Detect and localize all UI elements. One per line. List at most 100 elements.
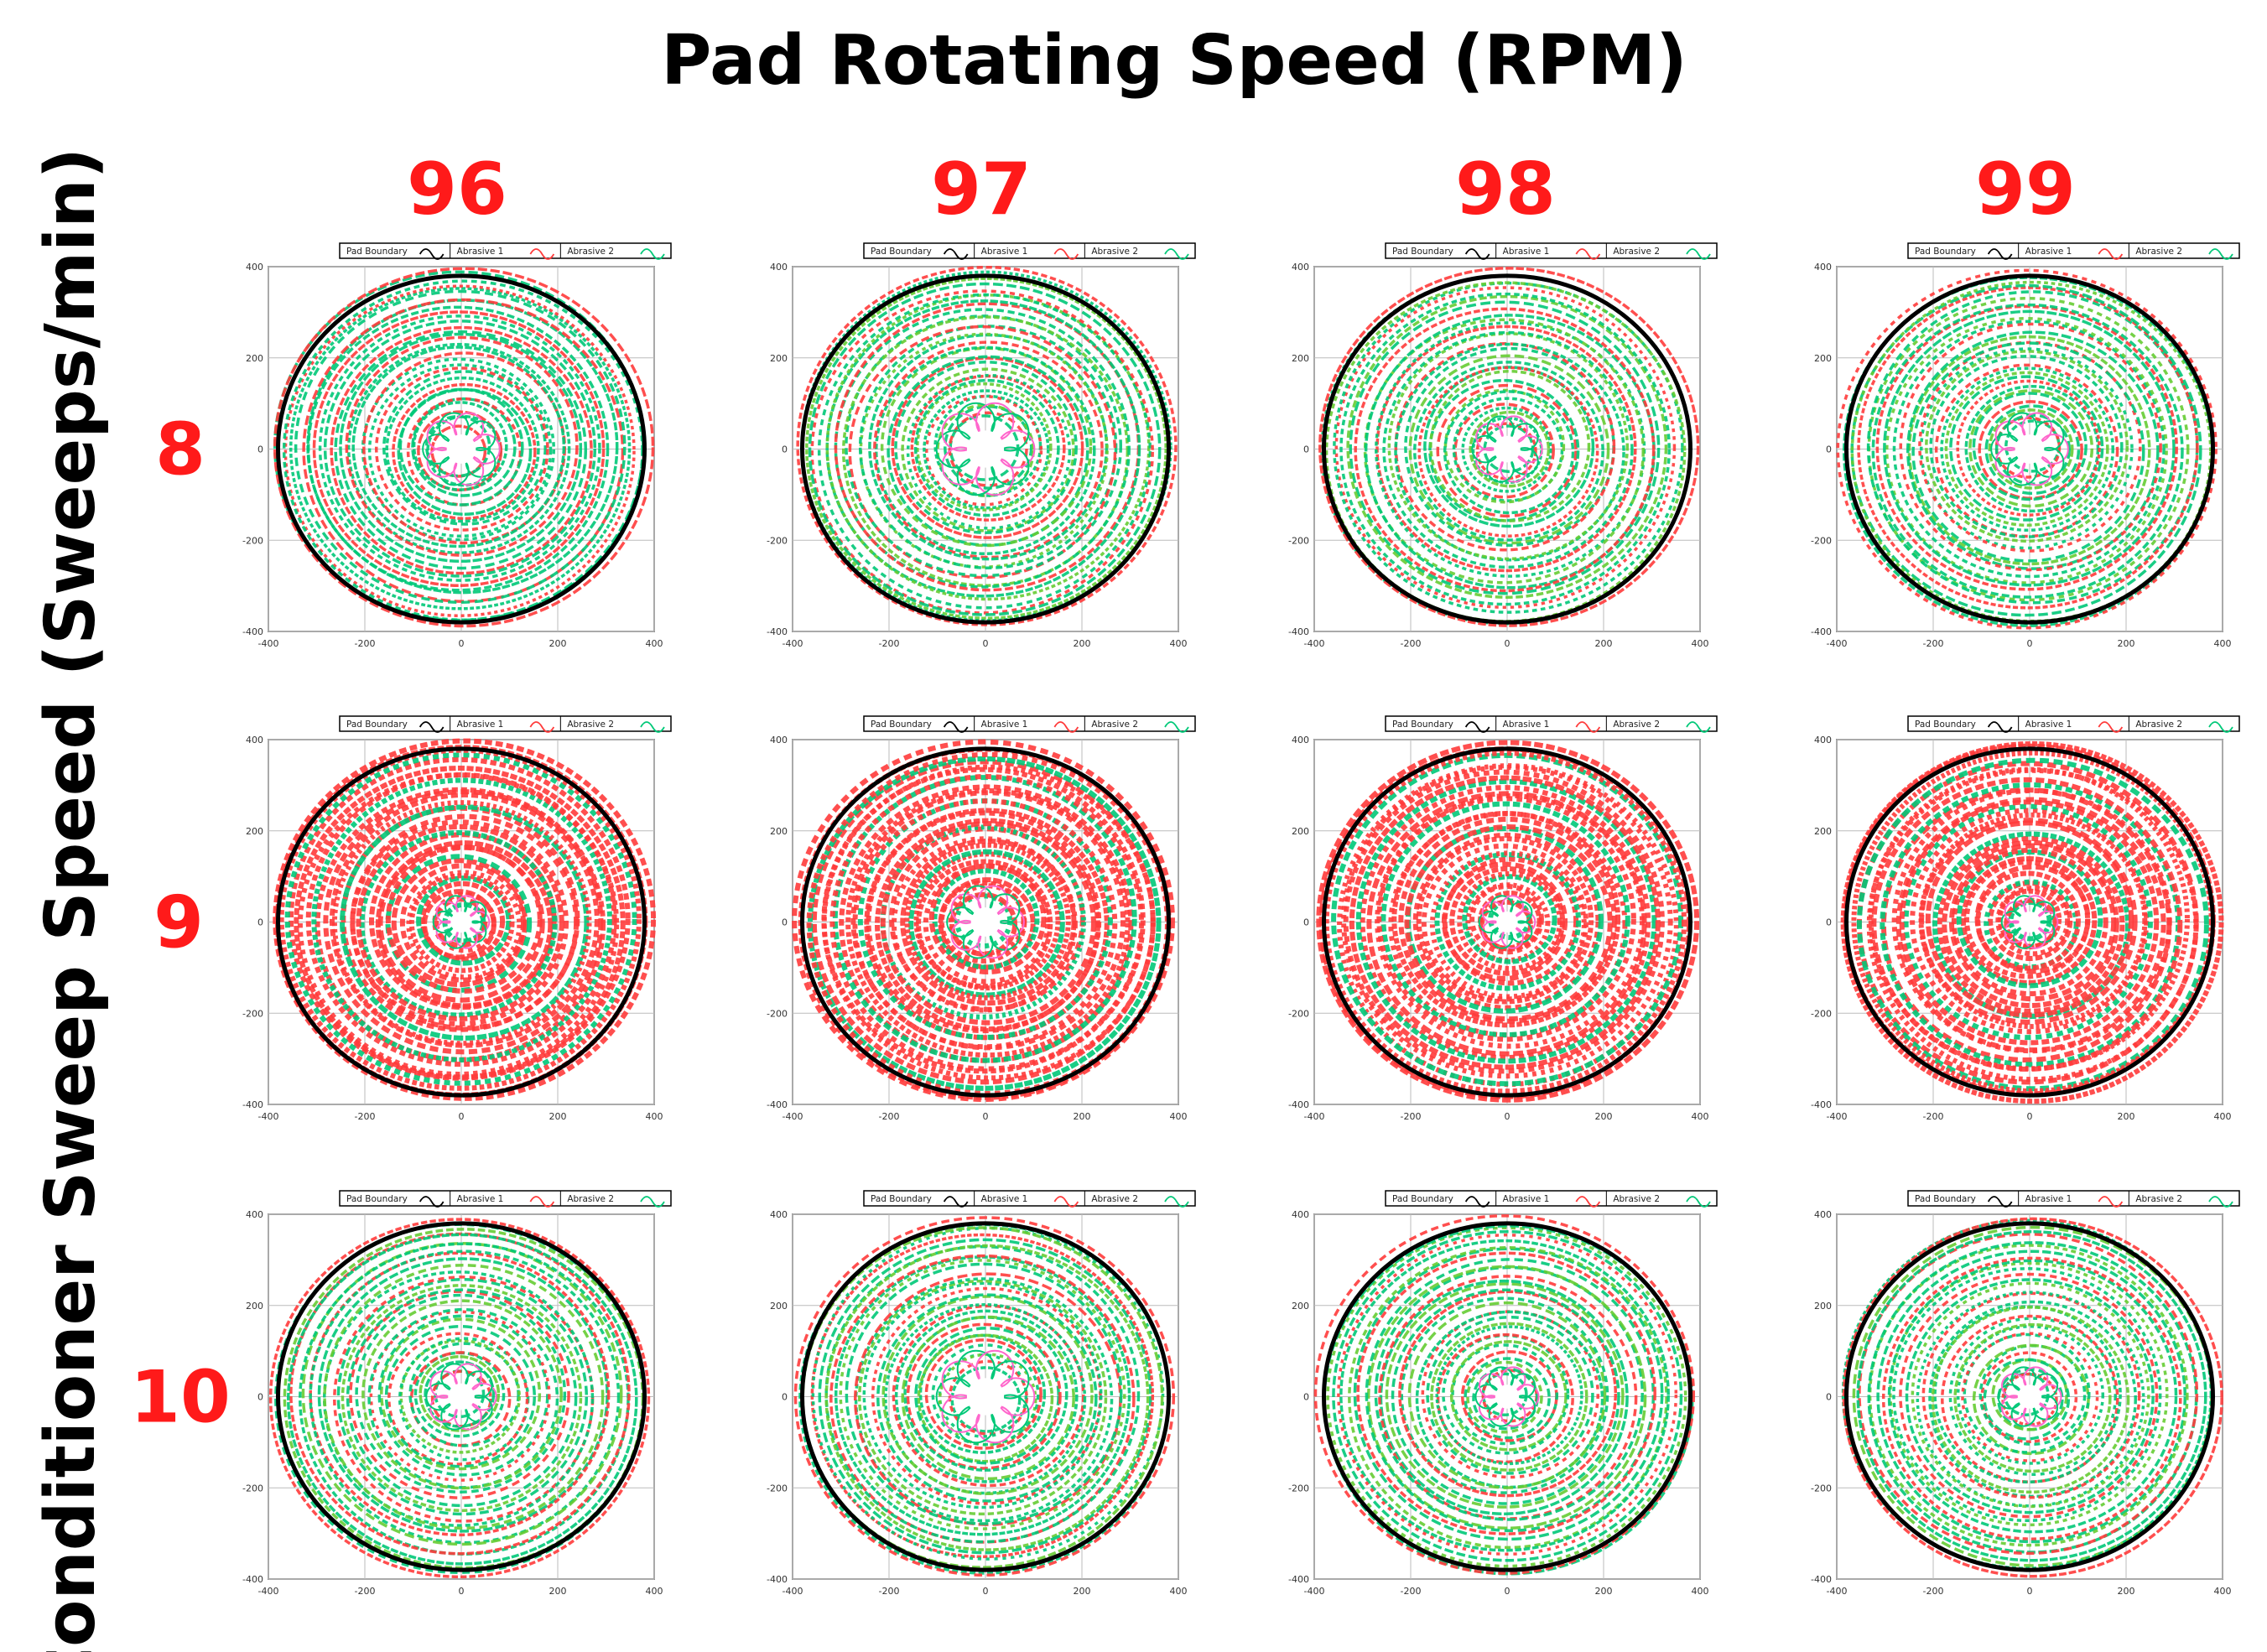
trajectory-ring [1436,1333,1574,1464]
y-tick-label: 400 [1814,262,1832,273]
x-tick-label: 200 [549,638,567,649]
y-tick-label: -400 [242,1574,263,1585]
trajectory-ring [1408,354,1610,545]
legend: Pad Boundary Abrasive 1 Abrasive 2 [1385,242,1718,260]
trajectory-ring [1380,801,1630,1038]
trajectory-ring [931,1343,1040,1447]
legend-label: Abrasive 1 [981,1194,1028,1204]
trajectory-ring [398,387,524,507]
trajectory-ring [268,1218,651,1579]
legend: Pad Boundary Abrasive 1 Abrasive 2 [863,1190,1196,1208]
trajectory-ring [894,361,1078,535]
trajectory-ring [434,896,488,948]
trajectory-ring [1421,1310,1600,1479]
legend-swatch [1575,1196,1601,1208]
trajectory-ring [871,1286,1102,1505]
trajectory-ring [792,739,1175,1102]
legend-label: Abrasive 2 [567,247,614,257]
y-tick-label: -400 [1288,1574,1309,1585]
trajectory-ring [349,1290,570,1499]
x-tick-label: 0 [459,1586,465,1597]
trajectory-ring [1925,820,2134,1018]
trajectory-ring [322,1270,595,1527]
trajectory-ring [1906,330,2160,570]
row-label: 10 [130,1356,231,1440]
legend: Pad Boundary Abrasive 1 Abrasive 2 [339,242,672,260]
trajectory-ring [1903,803,2153,1041]
trajectory-ring [1346,294,1668,599]
abrasive-trajectories [268,1218,651,1579]
legend-box [1385,242,1718,259]
legend-label: Pad Boundary [1915,720,1976,730]
legend-label: Abrasive 2 [2135,720,2182,730]
trajectory-ring [406,870,523,980]
trajectory-ring [1337,763,1679,1088]
legend-label: Abrasive 1 [457,1194,504,1204]
legend-box [339,242,672,259]
legend-swatch [1053,1196,1079,1208]
trajectory-ring [356,823,564,1021]
trajectory-ring [925,394,1043,507]
y-tick-label: 0 [1826,444,1832,455]
y-tick-label: 0 [1826,1392,1832,1403]
legend-swatch [1164,721,1189,733]
trajectory-ring [1929,355,2124,538]
x-tick-label: 0 [983,1111,989,1122]
legend: Pad Boundary Abrasive 1 Abrasive 2 [339,1190,672,1208]
x-tick-label: -400 [783,1111,803,1122]
trajectory-ring [901,1315,1075,1481]
trajectory-ring [1941,1314,2119,1483]
trajectory-ring [808,282,1162,616]
center-void [966,1378,1005,1416]
trajectory-ring [923,389,1050,510]
trajectory-ring [382,370,547,526]
trajectory-ring [309,1249,621,1545]
trajectory-ring [1910,808,2150,1035]
y-tick-label: -200 [767,1008,788,1019]
x-tick-label: -200 [1401,1586,1422,1597]
abrasive-trajectories [792,739,1175,1102]
x-tick-label: 0 [983,638,989,649]
trajectory-ring [913,378,1060,517]
trajectory-ring [1951,847,2108,996]
center-void [446,434,476,464]
trajectory-ring [346,342,571,555]
trajectory-ring [1337,1233,1678,1556]
trajectory-ring [906,1322,1062,1470]
trajectory-ring [1469,884,1544,955]
trajectory-ring [329,792,600,1048]
legend-swatch [1686,721,1711,733]
trajectory-ring [1475,422,1537,481]
x-tick-label: 400 [646,1111,663,1122]
x-tick-label: 400 [2214,1111,2232,1122]
column-label: 96 [407,148,507,231]
abrasive-trajectories [273,267,655,628]
x-tick-label: -400 [1827,638,1848,649]
trajectory-ring [379,1317,542,1471]
trajectory-ring [1341,764,1673,1079]
trajectory-ring [385,844,543,994]
trajectory-ring [1316,740,1700,1103]
trajectory-ring [1339,1239,1670,1552]
y-tick-label: 200 [770,353,788,364]
trajectory-ring [1842,1217,2223,1578]
trajectory-ring [876,1293,1098,1503]
pad-boundary [1844,273,2215,625]
legend-swatch [2208,721,2233,733]
trajectory-ring [1398,1290,1618,1498]
trajectory-ring [832,775,1137,1063]
trajectory-ring [1899,1272,2159,1519]
trajectory-ring [1850,283,2202,617]
legend-label: Abrasive 1 [981,247,1028,257]
trajectory-ring [341,1284,583,1513]
x-tick-label: -200 [355,1586,376,1597]
x-tick-label: 200 [1595,1586,1613,1597]
y-tick-label: -200 [767,535,788,546]
legend-label: Abrasive 1 [981,720,1028,730]
pad-boundary [800,273,1171,625]
y-tick-label: 400 [246,735,263,745]
trajectory-ring [1940,366,2114,532]
trajectory-ring [864,808,1110,1041]
x-tick-label: -400 [1827,1586,1848,1597]
trajectory-ring [1417,366,1599,538]
